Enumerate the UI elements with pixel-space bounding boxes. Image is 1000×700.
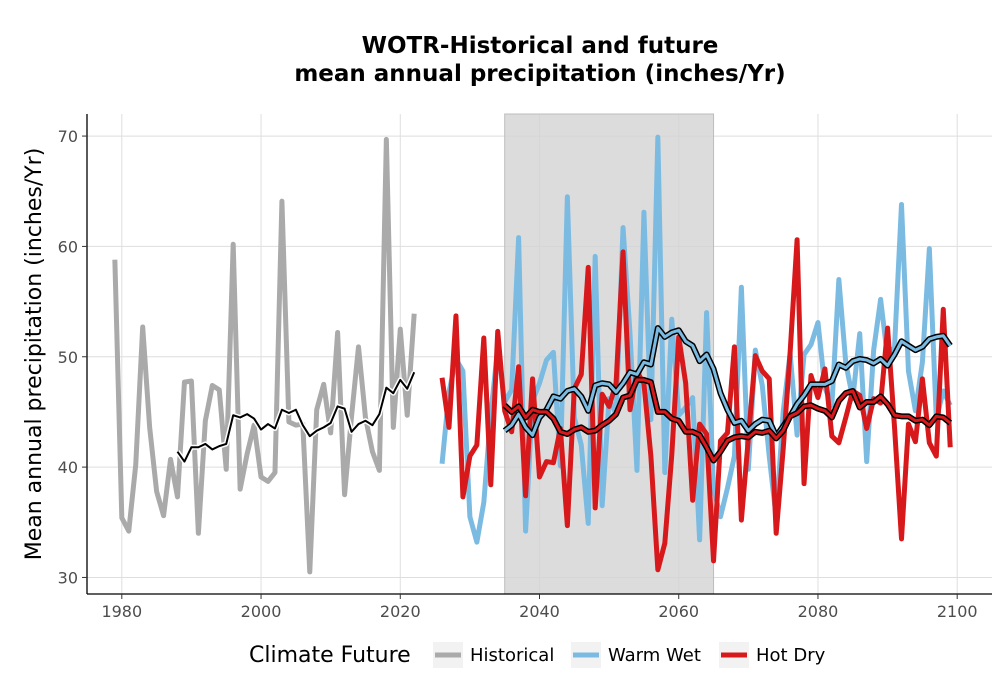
x-tick-label: 2020 — [380, 602, 421, 621]
series-line-historical-moving-average — [176, 371, 416, 463]
legend-label-hot-dry: Hot Dry — [756, 645, 826, 666]
series-line-hot-dry — [439, 237, 953, 573]
y-tick-label: 50 — [58, 348, 78, 367]
y-tick-label: 70 — [58, 127, 78, 146]
plot-area: 30 40 50 60 70 1980 2000 2020 2040 2060 2080 2100 — [58, 113, 992, 621]
chart-title: WOTR-Historical and future — [362, 33, 719, 59]
x-tick-label: 1980 — [101, 602, 142, 621]
y-tick-label: 40 — [58, 458, 78, 477]
x-tick-label: 2100 — [937, 602, 978, 621]
x-tick-label: 2000 — [241, 602, 282, 621]
legend-label-warm-wet: Warm Wet — [608, 645, 701, 666]
series-line-warm-wet-moving-average — [503, 326, 952, 438]
y-axis-title: Mean annual precipitation (inches/Yr) — [22, 148, 47, 561]
series-line-hot-dry-moving-average — [503, 378, 952, 462]
chart-subtitle: mean annual precipitation (inches/Yr) — [294, 61, 785, 87]
x-tick-label: 2080 — [798, 602, 839, 621]
x-tick-label: 2040 — [519, 602, 560, 621]
legend-label-historical: Historical — [470, 645, 554, 666]
y-tick-label: 60 — [58, 237, 78, 256]
legend-title: Climate Future — [249, 643, 411, 668]
legend: Climate Future Historical Warm Wet Hot Dry — [249, 642, 826, 668]
series-line-historical — [112, 136, 417, 575]
x-tick-label: 2060 — [658, 602, 699, 621]
y-tick-label: 30 — [58, 568, 78, 587]
